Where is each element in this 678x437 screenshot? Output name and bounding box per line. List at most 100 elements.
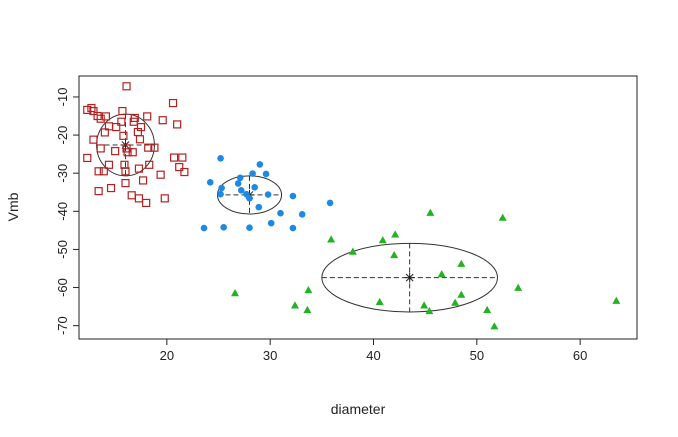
data-point-circle bbox=[255, 203, 263, 211]
data-point-circle bbox=[264, 191, 272, 198]
data-point-triangle bbox=[457, 290, 466, 298]
data-point-square bbox=[83, 105, 92, 115]
data-point-square bbox=[117, 117, 126, 126]
data-point-square bbox=[89, 106, 98, 116]
data-point-square bbox=[129, 117, 138, 126]
y-axis-title: Vmb bbox=[5, 192, 21, 221]
data-point-square bbox=[112, 122, 121, 132]
data-point-square bbox=[173, 120, 182, 129]
data-point-square bbox=[143, 112, 152, 121]
data-point-triangle bbox=[391, 230, 400, 238]
data-point-triangle bbox=[490, 322, 499, 330]
data-point-square bbox=[119, 131, 128, 140]
data-point-triangle bbox=[231, 289, 240, 297]
data-point-circle bbox=[237, 187, 245, 194]
x-tick-label: 40 bbox=[366, 348, 380, 363]
data-point-square bbox=[128, 148, 137, 157]
data-point-circle bbox=[289, 224, 297, 232]
data-point-square bbox=[111, 146, 120, 156]
data-point-circle bbox=[220, 224, 227, 231]
data-point-square bbox=[101, 112, 110, 121]
data-point-square bbox=[96, 114, 105, 123]
data-point-triangle bbox=[304, 286, 313, 294]
data-point-circle bbox=[246, 195, 253, 202]
data-points bbox=[83, 82, 621, 330]
data-point-square bbox=[83, 153, 92, 163]
data-point-triangle bbox=[437, 270, 446, 278]
data-point-triangle bbox=[390, 250, 399, 259]
x-tick-label: 20 bbox=[160, 348, 174, 363]
x-axis-title: diameter bbox=[331, 401, 386, 417]
data-point-square bbox=[99, 167, 108, 176]
data-point-triangle bbox=[514, 283, 523, 291]
data-point-square bbox=[158, 116, 167, 125]
x-axis: 20 30 40 50 60 bbox=[160, 339, 587, 363]
data-point-square bbox=[150, 143, 159, 152]
data-point-square bbox=[100, 128, 109, 137]
data-point-triangle bbox=[426, 208, 435, 216]
data-point-square bbox=[122, 82, 131, 91]
y-tick-label: -10 bbox=[55, 88, 70, 107]
data-point-circle bbox=[206, 179, 214, 186]
data-point-square bbox=[94, 187, 103, 196]
data-point-circle bbox=[217, 155, 224, 162]
data-point-square bbox=[178, 153, 187, 162]
data-point-circle bbox=[289, 192, 297, 200]
y-axis: -10 -20 -30 -40 -50 -60 -70 bbox=[55, 88, 79, 335]
data-point-circle bbox=[234, 180, 242, 187]
x-tick-label: 60 bbox=[573, 348, 587, 363]
data-point-circle bbox=[218, 184, 225, 192]
data-point-circle bbox=[249, 170, 256, 177]
data-point-circle bbox=[326, 199, 334, 207]
data-point-triangle bbox=[348, 247, 357, 255]
data-point-triangle bbox=[612, 296, 621, 304]
data-point-square bbox=[123, 148, 132, 157]
data-point-triangle bbox=[420, 301, 429, 309]
data-point-square bbox=[121, 179, 130, 188]
ellipse-center-marker bbox=[404, 272, 415, 283]
data-point-circle bbox=[277, 209, 284, 217]
x-tick-label: 30 bbox=[263, 348, 277, 363]
plot-frame bbox=[78, 75, 638, 340]
data-point-triangle bbox=[425, 306, 434, 315]
data-point-square bbox=[118, 106, 127, 116]
data-point-square bbox=[156, 170, 165, 179]
data-point-triangle bbox=[451, 298, 460, 306]
data-point-circle bbox=[298, 211, 306, 218]
data-point-square bbox=[121, 167, 130, 176]
data-point-square bbox=[175, 162, 184, 172]
data-point-square bbox=[138, 176, 148, 185]
data-point-square bbox=[142, 198, 151, 208]
y-tick-label: -40 bbox=[55, 202, 70, 221]
data-point-square bbox=[106, 183, 116, 193]
data-point-square bbox=[160, 194, 169, 203]
data-point-square bbox=[134, 194, 144, 203]
data-point-circle bbox=[267, 219, 275, 227]
data-point-square bbox=[145, 160, 154, 169]
data-point-circle bbox=[246, 224, 253, 232]
data-point-triangle bbox=[483, 305, 492, 314]
data-point-square bbox=[96, 144, 105, 153]
data-point-square bbox=[144, 143, 153, 152]
data-point-triangle bbox=[498, 213, 507, 221]
y-tick-label: -50 bbox=[55, 240, 70, 259]
y-tick-label: -30 bbox=[55, 164, 70, 183]
data-point-square bbox=[168, 98, 178, 108]
data-point-square bbox=[135, 135, 145, 144]
data-point-triangle bbox=[327, 235, 336, 243]
y-tick-label: -70 bbox=[55, 316, 70, 335]
data-point-circle bbox=[251, 183, 258, 191]
data-point-square bbox=[169, 153, 179, 162]
data-point-circle bbox=[236, 174, 244, 182]
data-point-square bbox=[134, 164, 144, 173]
data-point-square bbox=[89, 135, 98, 144]
x-tick-label: 50 bbox=[470, 348, 484, 363]
data-point-triangle bbox=[303, 305, 312, 314]
y-tick-label: -20 bbox=[55, 126, 70, 145]
data-point-circle bbox=[256, 161, 264, 168]
data-point-circle bbox=[262, 170, 270, 178]
y-tick-label: -60 bbox=[55, 278, 70, 297]
data-point-circle bbox=[217, 190, 224, 198]
